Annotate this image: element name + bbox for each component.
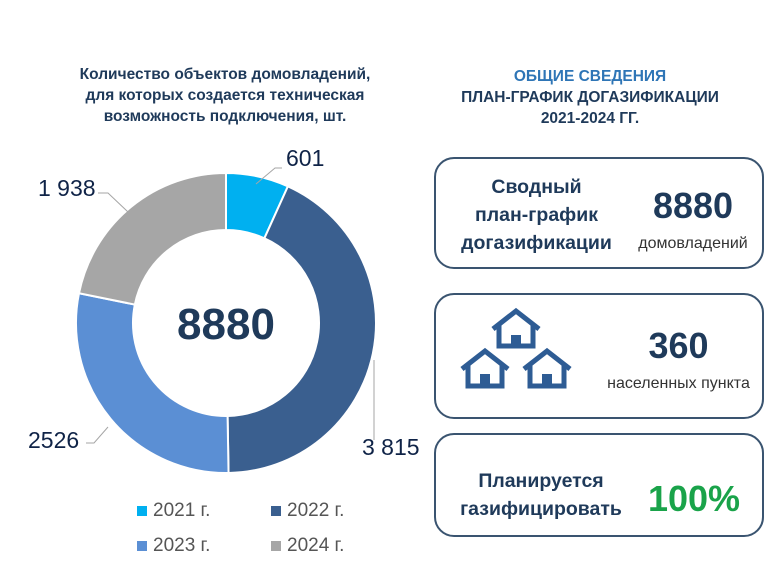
summary-card: Сводный план-график догазификации 8880 д… (434, 157, 764, 269)
donut-slice-2023 (75, 292, 230, 474)
legend-swatch (271, 506, 281, 516)
legend-label: 2021 г. (153, 500, 211, 521)
center-total: 8880 (177, 300, 275, 349)
card-unit: населенных пункта (607, 375, 750, 392)
card-percent-value: 100% (647, 478, 741, 519)
legend-swatch (137, 506, 147, 516)
card-value: 360 (648, 325, 709, 366)
chart-title-line: Количество объектов домовладений, (79, 66, 371, 83)
donut-chart (75, 167, 377, 474)
legend-item-2022: 2022 г. (271, 500, 344, 522)
info-title-line: 2021-2024 ГГ. (540, 110, 640, 127)
info-title-line: ОБЩИЕ СВЕДЕНИЯ (513, 68, 667, 85)
legend-swatch (137, 541, 147, 551)
leader-line-2024 (98, 192, 129, 213)
legend-swatch (271, 541, 281, 551)
chart-title: Количество объектов домовладений, для ко… (40, 64, 410, 127)
card-label-line: Сводный (491, 176, 582, 198)
leader-line-2023 (86, 426, 109, 444)
settlements-card: 360 населенных пункта (434, 293, 764, 419)
info-title-line: ПЛАН-ГРАФИК ДОГАЗИФИКАЦИИ (461, 89, 719, 106)
legend-item-2021: 2021 г. (137, 500, 210, 522)
card-label-line: догазификации (461, 232, 612, 254)
donut-slice-2022 (226, 185, 377, 474)
legend-item-2023: 2023 г. (137, 535, 210, 557)
data-label-2023: 2526 (28, 427, 80, 453)
chart-title-line: возможность подключения, шт. (103, 108, 347, 125)
donut-slice-2024 (77, 171, 227, 306)
data-label-2022: 3 815 (362, 434, 420, 460)
card-label-line: план-график (475, 204, 598, 226)
chart-title-line: для которых создается техническая (85, 87, 365, 104)
legend-label: 2024 г. (287, 535, 345, 556)
data-label-2021: 601 (286, 145, 325, 171)
legend-label: 2022 г. (287, 500, 345, 521)
plan-card: Планируется газифицировать 100% (434, 433, 764, 537)
card-label-line: газифицировать (460, 498, 622, 520)
houses-icon (460, 307, 572, 389)
legend-label: 2023 г. (153, 535, 211, 556)
card-unit: домовладений (638, 235, 748, 252)
legend-item-2024: 2024 г. (271, 535, 344, 557)
leader-line-2021 (255, 167, 282, 185)
data-label-2024: 1 938 (38, 175, 96, 201)
card-value: 8880 (652, 185, 734, 226)
card-label-line: Планируется (478, 470, 604, 492)
info-title: ОБЩИЕ СВЕДЕНИЯ ПЛАН-ГРАФИК ДОГАЗИФИКАЦИИ… (420, 66, 760, 129)
